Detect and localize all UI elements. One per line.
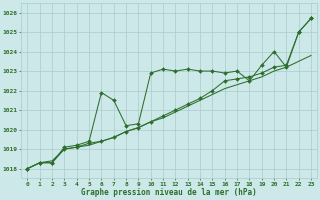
X-axis label: Graphe pression niveau de la mer (hPa): Graphe pression niveau de la mer (hPa) [81,188,257,197]
